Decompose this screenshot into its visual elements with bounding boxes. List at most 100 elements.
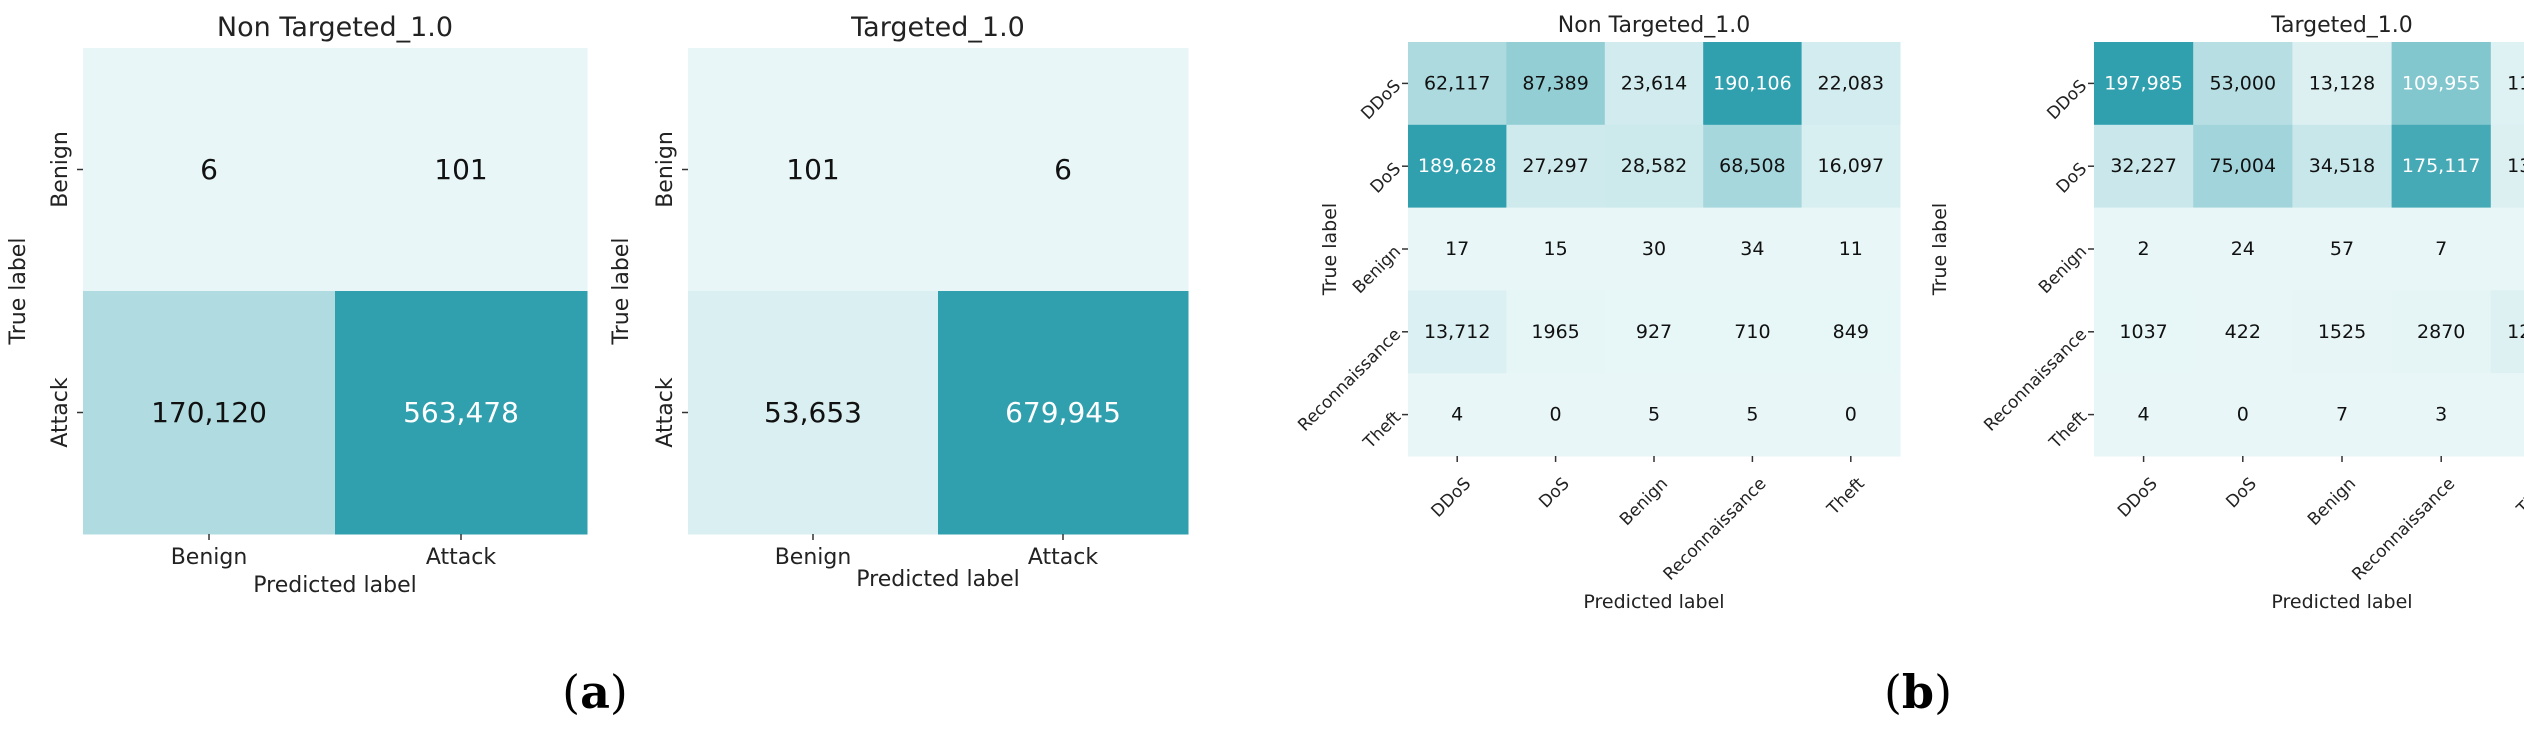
- heatmap-cell: [1506, 124, 1606, 209]
- heatmap-cell: [1703, 207, 1803, 291]
- caption-paren: (: [1884, 665, 1902, 719]
- heatmap-cell: [1506, 42, 1606, 126]
- x-tick-label: Attack: [426, 545, 496, 570]
- heatmap-cell: [1604, 373, 1704, 457]
- heatmap-cell: [2391, 207, 2492, 291]
- cell-value-label: 190,106: [1713, 72, 1792, 94]
- x-tick-label: DoS: [1535, 474, 1573, 512]
- heatmap-cell: [2193, 42, 2293, 126]
- heatmap-cell: [938, 48, 1189, 292]
- cell-value-label: 679,945: [1005, 396, 1121, 429]
- y-tick-label: Benign: [2035, 242, 2091, 298]
- x-tick-label: Reconnaissance: [1660, 474, 1771, 585]
- heatmap-cell: [1604, 290, 1704, 374]
- x-axis-label: Predicted label: [856, 567, 1019, 592]
- y-axis-label: True label: [1929, 203, 1951, 296]
- cell-value-label: 30: [1642, 238, 1666, 260]
- heatmap-cell: [1408, 290, 1507, 374]
- confusion-matrix-4: Targeted_1.0 197,985 53,000 13,128 109,955 11…: [1929, 13, 2524, 613]
- cell-value-label: 13,712: [1424, 321, 1490, 343]
- cell-value-label: 5: [1746, 404, 1758, 426]
- heatmap-cell: [1703, 290, 1803, 374]
- heatmap-cell: [1604, 42, 1704, 126]
- caption-letter: b: [1902, 665, 1934, 719]
- cell-value-label: 189,628: [1418, 155, 1497, 177]
- heatmap-cell: [688, 48, 939, 292]
- cell-value-label: 22,083: [1818, 72, 1884, 94]
- cell-value-label: 68,508: [1719, 155, 1785, 177]
- cell-value-label: 197,985: [2104, 72, 2183, 94]
- cell-value-label: 2: [2138, 238, 2150, 260]
- cell-value-label: 0: [1845, 404, 1857, 426]
- heatmap-cell: [1801, 42, 1901, 126]
- subfigure-caption: (b): [1884, 665, 1952, 719]
- heatmap-cell: [2391, 124, 2492, 209]
- cell-value-label: 109,955: [2402, 72, 2481, 94]
- heatmap-cell: [2490, 373, 2524, 457]
- caption-paren: ): [1934, 665, 1952, 719]
- y-tick-label: Theft: [1359, 407, 1405, 453]
- cell-value-label: 7: [2336, 404, 2348, 426]
- cell-value-label: 101: [434, 153, 487, 186]
- heatmap-cell: [1506, 207, 1606, 291]
- heatmap-cell: [1703, 42, 1803, 126]
- heatmap-cell: [2292, 42, 2393, 126]
- heatmap-cell: [2391, 373, 2492, 457]
- heatmap-cell: [2490, 207, 2524, 291]
- heatmap-cell: [2094, 207, 2194, 291]
- heatmap-cell: [2193, 290, 2293, 374]
- cell-value-label: 53,653: [764, 396, 862, 429]
- y-tick-label: DoS: [2053, 159, 2091, 197]
- cell-value-label: 849: [1833, 321, 1869, 343]
- x-tick-label: Attack: [1028, 545, 1098, 570]
- heatmap-cell: [83, 291, 336, 535]
- heatmap-cell: [2292, 207, 2393, 291]
- heatmap-cell: [1801, 290, 1901, 374]
- heatmap-cell: [335, 291, 588, 535]
- x-tick-label: DDoS: [1428, 474, 1476, 522]
- cell-value-label: 57: [2330, 238, 2354, 260]
- cell-value-label: 7: [2435, 238, 2447, 260]
- y-tick-label: Benign: [653, 131, 678, 208]
- heatmap-cell: [2391, 290, 2492, 374]
- cell-value-label: 1965: [1531, 321, 1579, 343]
- heatmap-cell: [1703, 124, 1803, 209]
- cell-value-label: 4: [1451, 404, 1463, 426]
- cell-value-label: 3: [2435, 404, 2447, 426]
- subfigure-caption: (a): [562, 665, 628, 719]
- heatmap-cell: [2193, 373, 2293, 457]
- cell-value-label: 2870: [2417, 321, 2465, 343]
- heatmap-cell: [2094, 42, 2194, 126]
- confusion-matrix-1: Non Targeted_1.0 6 101 170,120 563,478 Benign…: [6, 12, 588, 598]
- cell-value-label: 53,000: [2210, 72, 2276, 94]
- y-axis-label: True label: [1319, 203, 1341, 296]
- chart-title: Non Targeted_1.0: [217, 12, 453, 43]
- x-axis-label: Predicted label: [1583, 591, 1724, 613]
- cell-value-label: 12,309: [2507, 321, 2524, 343]
- heatmap-cell: [2094, 373, 2194, 457]
- heatmap-cell: [1604, 124, 1704, 209]
- heatmap-cell: [1506, 290, 1606, 374]
- heatmap-cell: [2193, 207, 2293, 291]
- heatmap-cell: [2292, 373, 2393, 457]
- y-tick-label: DDoS: [1357, 76, 1405, 124]
- cell-value-label: 927: [1636, 321, 1672, 343]
- y-tick-label: Theft: [2045, 407, 2091, 453]
- heatmap-cell: [2094, 290, 2194, 374]
- cell-value-label: 563,478: [403, 396, 519, 429]
- cell-value-label: 28,582: [1621, 155, 1687, 177]
- cell-value-label: 6: [1054, 153, 1072, 186]
- x-tick-label: Theft: [1823, 474, 1869, 520]
- heatmap-cell: [2292, 124, 2393, 209]
- cell-value-label: 6: [200, 153, 218, 186]
- heatmap-cell: [2490, 290, 2524, 374]
- heatmap-cell: [2490, 42, 2524, 126]
- cell-value-label: 170,120: [151, 396, 267, 429]
- cell-value-label: 175,117: [2402, 155, 2481, 177]
- y-axis-label: True label: [609, 238, 634, 346]
- cell-value-label: 11,241: [2507, 72, 2524, 94]
- x-tick-label: Benign: [171, 545, 248, 570]
- confusion-matrix-3: Non Targeted_1.0 62,117 87,389 23,614 190,10…: [1294, 13, 1901, 613]
- heatmap-cell: [1408, 373, 1507, 457]
